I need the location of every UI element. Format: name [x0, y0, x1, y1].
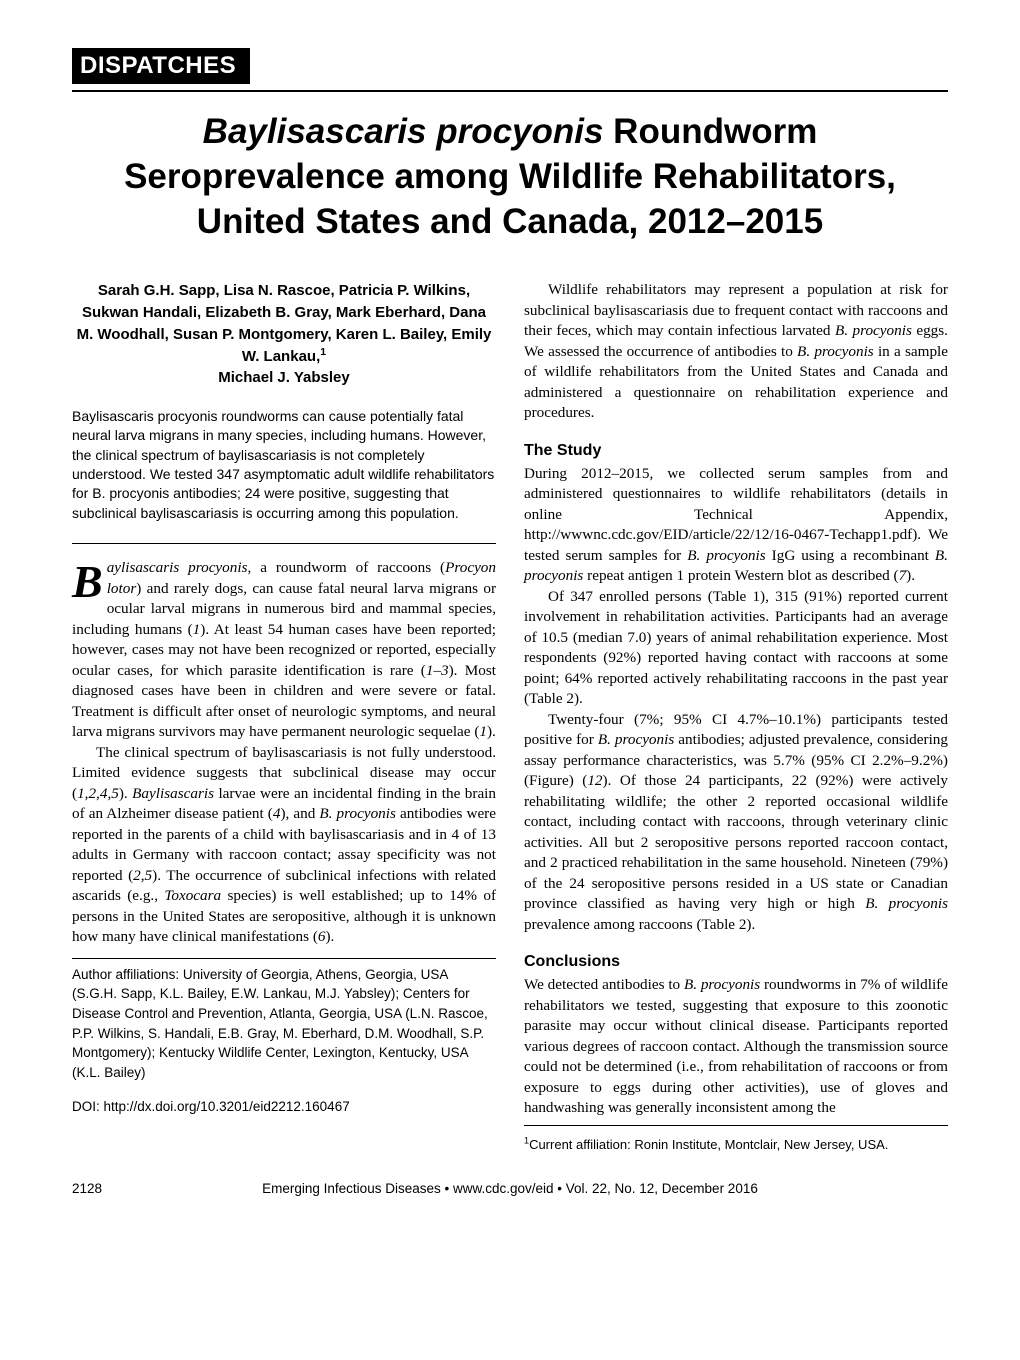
title-species: Baylisascaris procyonis	[203, 112, 604, 151]
authors-sup: 1	[320, 346, 326, 358]
footer-center: Emerging Infectious Diseases • www.cdc.g…	[72, 1181, 948, 1196]
section-head-study: The Study	[524, 440, 948, 462]
left-column: Sarah G.H. Sapp, Lisa N. Rascoe, Patrici…	[72, 280, 496, 1153]
doi: DOI: http://dx.doi.org/10.3201/eid2212.1…	[72, 1098, 496, 1116]
authors-text: Sarah G.H. Sapp, Lisa N. Rascoe, Patrici…	[77, 282, 492, 364]
study-p3: Twenty-four (7%; 95% CI 4.7%–10.1%) part…	[524, 710, 948, 936]
dropcap: B	[72, 558, 107, 601]
right-column: Wildlife rehabilitators may represent a …	[524, 280, 948, 1153]
intro-para-2: The clinical spectrum of baylisascariasi…	[72, 743, 496, 948]
section-head-conclusions: Conclusions	[524, 951, 948, 973]
affil-rule	[72, 958, 496, 959]
abstract-rule	[72, 543, 496, 544]
authors-last: Michael J. Yabsley	[218, 369, 349, 386]
footnote-rule	[524, 1125, 948, 1126]
page-number: 2128	[72, 1181, 102, 1196]
right-p1: Wildlife rehabilitators may represent a …	[524, 280, 948, 424]
footer: 2128 Emerging Infectious Diseases • www.…	[72, 1181, 948, 1196]
study-p2: Of 347 enrolled persons (Table 1), 315 (…	[524, 587, 948, 710]
abstract: Baylisascaris procyonis roundworms can c…	[72, 407, 496, 523]
intro-rest: aylisascaris procyonis, a roundworm of r…	[72, 559, 496, 740]
intro-para-1: Baylisascaris procyonis, a roundworm of …	[72, 558, 496, 743]
footnote: 1Current affiliation: Ronin Institute, M…	[524, 1136, 948, 1154]
abstract-text: Baylisascaris procyonis roundworms can c…	[72, 408, 494, 521]
section-banner: DISPATCHES	[72, 48, 250, 84]
study-p1: During 2012–2015, we collected serum sam…	[524, 464, 948, 587]
conclusions-p1: We detected antibodies to B. procyonis r…	[524, 975, 948, 1119]
banner-rule	[72, 90, 948, 92]
intro-p2: The clinical spectrum of baylisascariasi…	[72, 744, 496, 946]
two-column-layout: Sarah G.H. Sapp, Lisa N. Rascoe, Patrici…	[72, 280, 948, 1153]
article-title: Baylisascaris procyonis Roundworm Seropr…	[72, 110, 948, 244]
author-list: Sarah G.H. Sapp, Lisa N. Rascoe, Patrici…	[72, 280, 496, 389]
author-affiliations: Author affiliations: University of Georg…	[72, 965, 496, 1082]
